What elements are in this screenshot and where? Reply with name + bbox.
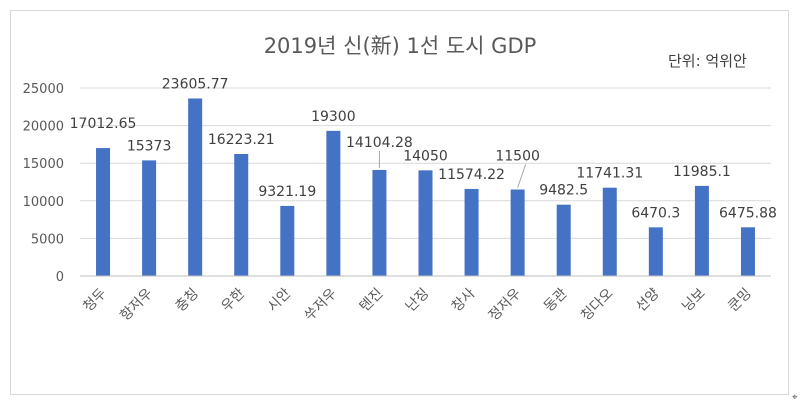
- x-category-label: 정저우: [486, 285, 525, 324]
- y-axis: 0 5000 10000 15000 20000 25000: [23, 82, 64, 285]
- y-tick-label: 10000: [23, 195, 64, 210]
- data-label: 19300: [311, 109, 356, 125]
- x-category-label: 쑤저우: [302, 285, 341, 324]
- x-category-label: 칭다오: [578, 285, 617, 324]
- y-tick-label: 20000: [23, 120, 64, 135]
- bar: [96, 148, 111, 276]
- x-category-label: 쿤밍: [725, 286, 755, 316]
- y-tick-label: 0: [56, 270, 64, 285]
- resize-handle-icon[interactable]: ⌖: [792, 392, 798, 403]
- bar: [648, 227, 663, 276]
- x-axis: 청두 항저우 충칭 우한 시안 쑤저우 톈진 난징 창사 정저우 동관 칭다오 선양 닝보 쿤밍: [80, 275, 771, 324]
- data-label: 6475.88: [719, 205, 777, 221]
- data-labels: 17012.65 15373 23605.77 16223.21 9321.19 1930…: [70, 76, 777, 221]
- bar: [188, 98, 203, 276]
- chart-area: [10, 10, 789, 395]
- bars: [96, 98, 755, 276]
- data-label: 15373: [127, 138, 172, 154]
- bar: [418, 170, 433, 276]
- data-label: 9321.19: [258, 184, 316, 200]
- x-category-label: 시안: [265, 285, 295, 315]
- x-category-label: 청두: [80, 285, 110, 315]
- data-label: 11500: [495, 149, 540, 165]
- x-category-label: 동관: [541, 285, 571, 315]
- data-label: 17012.65: [70, 116, 137, 132]
- data-label: 11985.1: [673, 164, 731, 180]
- unit-note: 단위: 억위안: [668, 52, 747, 70]
- bar: [510, 189, 525, 276]
- data-label: 14050: [403, 148, 448, 164]
- x-category-label: 닝보: [679, 285, 709, 315]
- chart-title: 2019년 신(新) 1선 도시 GDP: [263, 34, 537, 58]
- bar: [602, 187, 617, 276]
- data-label: 14104.28: [346, 135, 413, 151]
- x-category-label: 난징: [403, 286, 433, 316]
- leader-line: [517, 164, 527, 188]
- x-category-label: 항저우: [117, 285, 156, 324]
- bar: [326, 130, 341, 276]
- bar: [372, 169, 387, 276]
- data-label: 11574.22: [438, 167, 505, 183]
- x-category-label: 선양: [633, 285, 663, 315]
- bar: [740, 227, 755, 276]
- y-tick-label: 5000: [31, 232, 64, 247]
- bar: [280, 205, 295, 276]
- data-label: 9482.5: [539, 183, 588, 199]
- x-category-label: 충칭: [172, 286, 202, 316]
- x-category-label: 톈진: [357, 286, 387, 316]
- x-category-label: 우한: [219, 285, 249, 315]
- x-category-label: 창사: [449, 285, 479, 315]
- data-label: 6470.3: [631, 205, 680, 221]
- data-label: 11741.31: [576, 166, 643, 182]
- bar: [142, 160, 157, 276]
- y-tick-label: 15000: [23, 157, 64, 172]
- data-label: 16223.21: [208, 132, 275, 148]
- bar: [694, 185, 709, 276]
- data-label: 23605.77: [162, 76, 229, 92]
- y-tick-label: 25000: [23, 82, 64, 97]
- bar: [234, 154, 249, 276]
- bar: [464, 188, 479, 276]
- bar: [556, 204, 571, 276]
